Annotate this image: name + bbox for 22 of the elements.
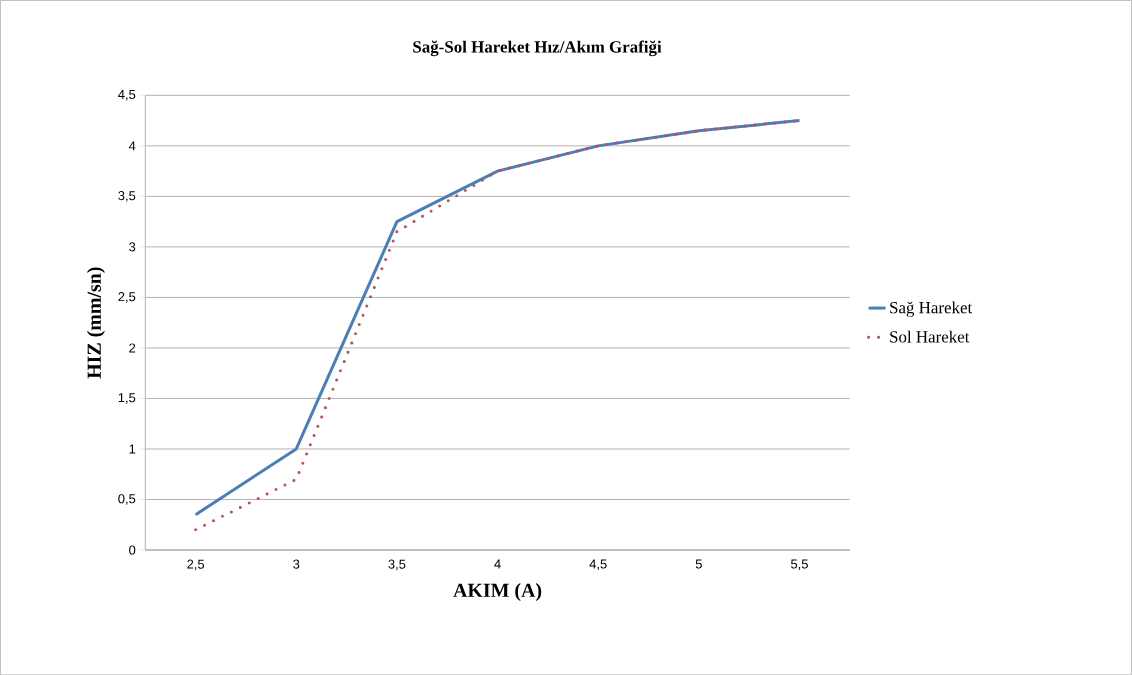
x-tick-label: 4	[494, 559, 501, 569]
x-tick-label: 3	[293, 559, 300, 569]
x-tick-label: 3,5	[388, 559, 406, 571]
x-axis-title: AKIM (A)	[453, 582, 542, 601]
y-tick-label: 0,5	[118, 493, 136, 505]
y-tick-label: 4	[128, 141, 136, 151]
y-tick-label: 3,5	[118, 190, 136, 202]
y-tick-label: 2	[129, 343, 136, 353]
x-tick-label: 4,5	[589, 559, 607, 570]
chart-title: Sağ-Sol Hareket Hız/Akım Grafiği	[413, 40, 662, 57]
y-tick-label: 0	[129, 545, 136, 555]
y-tick-label: 3	[129, 242, 136, 252]
x-tick-label: 5,5	[791, 559, 808, 570]
y-tick-label: 2,5	[118, 291, 136, 303]
y-tick-label: 1,5	[118, 393, 136, 404]
y-tick-label: 4,5	[118, 89, 136, 101]
x-tick-label: 2,5	[187, 559, 205, 571]
legend-label: Sol Hareket	[890, 330, 970, 343]
y-tick-label: 1	[129, 444, 136, 454]
x-tick-label: 5	[695, 559, 702, 569]
legend-label: Sağ Hareket	[890, 301, 973, 317]
y-axis-title: HIZ (mm/sn)	[86, 267, 105, 379]
